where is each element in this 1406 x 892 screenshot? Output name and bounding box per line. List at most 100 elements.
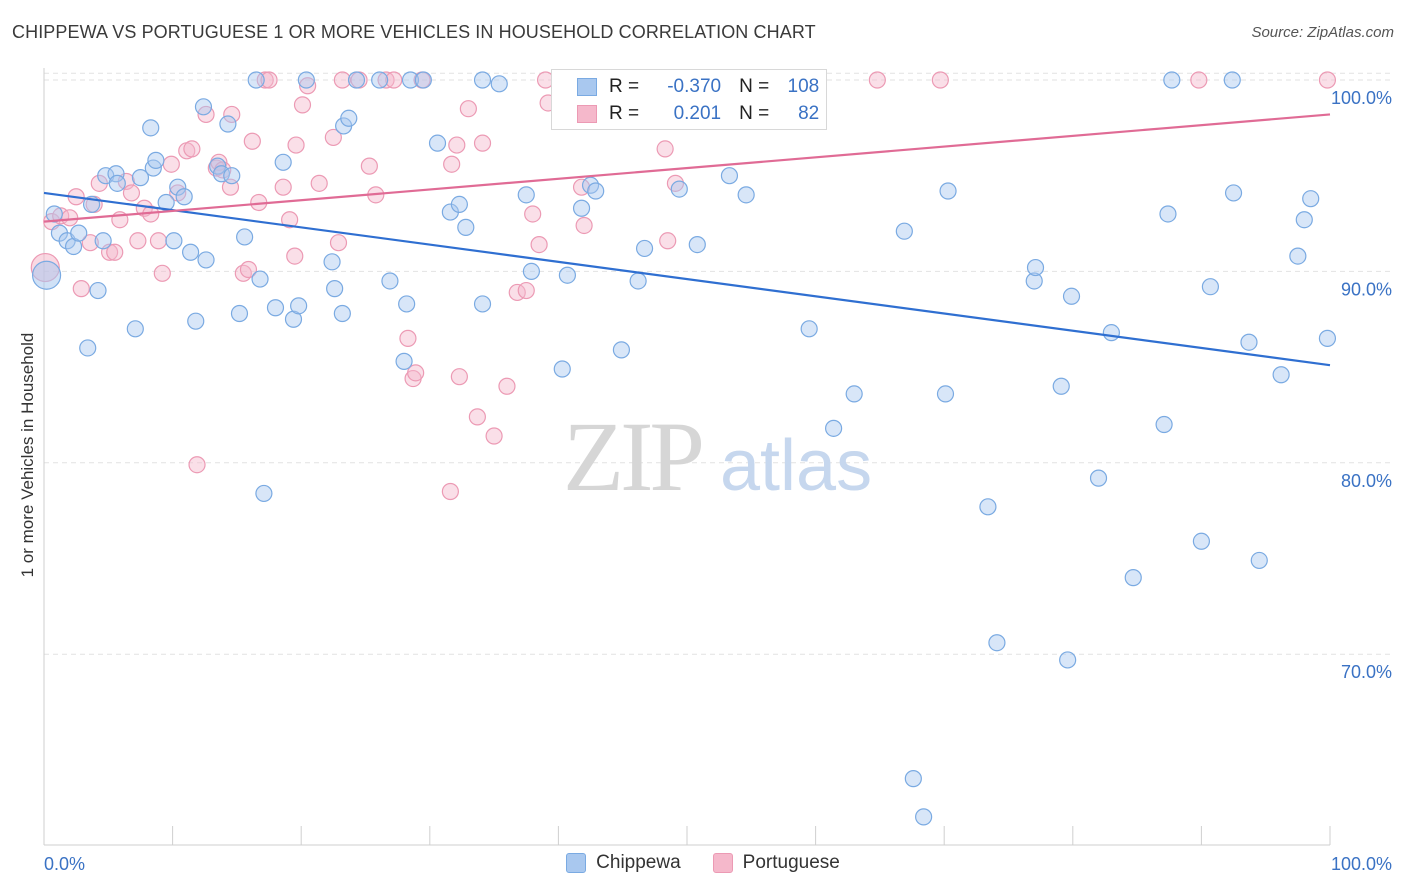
chippewa-point [800, 320, 818, 338]
bottom-legend-chippewa: Chippewa [566, 852, 681, 874]
portuguese-points [30, 71, 1337, 501]
portuguese-point [333, 71, 351, 89]
chippewa-point [219, 115, 237, 133]
watermark-zip: ZIP [563, 401, 701, 512]
chippewa-point [79, 339, 97, 357]
chippewa-point [450, 195, 468, 214]
chippewa-point [473, 71, 492, 89]
portuguese-point [448, 136, 466, 154]
chippewa-point [522, 262, 540, 280]
legend-swatch-blue [577, 78, 597, 96]
chippewa-point [629, 272, 647, 290]
chippewa-point [31, 260, 62, 290]
portuguese-point [931, 71, 949, 89]
chippewa-point [251, 270, 269, 288]
chippewa-point [572, 199, 591, 217]
portuguese-point [188, 456, 206, 474]
portuguese-point [324, 128, 342, 147]
chippewa-points [31, 71, 1337, 826]
y-tick-label: 70.0% [1341, 662, 1392, 682]
portuguese-point [162, 155, 180, 173]
legend-n-label: N = [739, 76, 770, 97]
chippewa-point [1026, 258, 1045, 277]
chippewa-point [395, 352, 413, 370]
portuguese-point [524, 205, 542, 223]
portuguese-trend-line [43, 113, 1331, 223]
chippewa-point [904, 770, 922, 788]
chippewa-point [688, 236, 706, 254]
portuguese-point [129, 232, 147, 250]
legend-n-value: 108 [787, 76, 820, 97]
chippewa-point [70, 224, 88, 242]
chippewa-point [147, 151, 165, 169]
y-tick-label: 100.0% [1331, 88, 1392, 108]
chippewa-point [587, 182, 605, 200]
chippewa-point [473, 295, 492, 313]
chippewa-point [175, 188, 193, 206]
chippewa-point [212, 165, 231, 183]
portuguese-point [149, 232, 168, 250]
chippewa-point [1201, 278, 1220, 296]
chippewa-point [108, 174, 126, 192]
watermark-atlas: atlas [720, 426, 872, 506]
portuguese-point [656, 140, 674, 158]
chippewa-point [1272, 366, 1290, 384]
watermark: ZIP atlas [563, 401, 872, 512]
chippewa-point [401, 71, 420, 89]
legend-r-label: R = [609, 76, 640, 97]
portuguese-point [530, 236, 548, 254]
portuguese-point [407, 364, 425, 382]
chippewa-point [737, 186, 755, 204]
chippewa-point [517, 186, 535, 204]
chippewa-point [490, 75, 508, 93]
portuguese-point [329, 234, 348, 252]
x-tick-label-min: 0.0% [44, 854, 85, 874]
chippewa-point [895, 222, 913, 240]
chippewa-point [126, 320, 144, 338]
chippewa-point [131, 169, 150, 187]
chippewa-point [1052, 377, 1070, 395]
chippewa-point [1089, 469, 1108, 487]
chippewa-point [247, 71, 265, 89]
legend-r-value: -0.370 [667, 76, 722, 97]
chippewa-point [558, 266, 577, 284]
chippewa-point [223, 167, 241, 185]
chippewa-point [1062, 287, 1081, 305]
portuguese-point [517, 281, 535, 300]
portuguese-point [468, 408, 486, 426]
portuguese-point [1318, 71, 1337, 89]
chippewa-point [340, 109, 358, 127]
y-tick-label: 80.0% [1341, 471, 1392, 491]
portuguese-point [399, 329, 417, 347]
portuguese-point [153, 264, 171, 282]
chippewa-point [414, 71, 432, 89]
portuguese-point [659, 232, 677, 250]
chippewa-point [89, 281, 107, 300]
chippewa-point [371, 71, 389, 89]
chippewa-point [142, 119, 160, 137]
chart-title: CHIPPEWA VS PORTUGUESE 1 OR MORE VEHICLE… [12, 22, 816, 42]
portuguese-point [183, 140, 201, 158]
portuguese-point [443, 155, 461, 173]
chippewa-point [230, 304, 249, 323]
chippewa-point [428, 134, 447, 152]
source-label: Source: ZipAtlas.com [1251, 24, 1394, 41]
chippewa-point [274, 153, 292, 171]
chippewa-point [915, 808, 933, 826]
portuguese-point [310, 174, 328, 192]
portuguese-point [450, 368, 468, 386]
chippewa-point [457, 218, 475, 236]
chippewa-point [939, 182, 957, 200]
portuguese-point [260, 71, 278, 89]
chippewa-point [381, 272, 399, 290]
chippewa-point [169, 178, 187, 196]
chippewa-point [1155, 415, 1173, 434]
chippewa-trend-line [43, 191, 1331, 367]
trend-lines [43, 113, 1331, 367]
chippewa-point [45, 205, 63, 223]
chippewa-point [255, 484, 273, 503]
portuguese-point [287, 136, 305, 154]
portuguese-point [485, 427, 503, 445]
legend-r-value: 0.201 [673, 103, 722, 124]
